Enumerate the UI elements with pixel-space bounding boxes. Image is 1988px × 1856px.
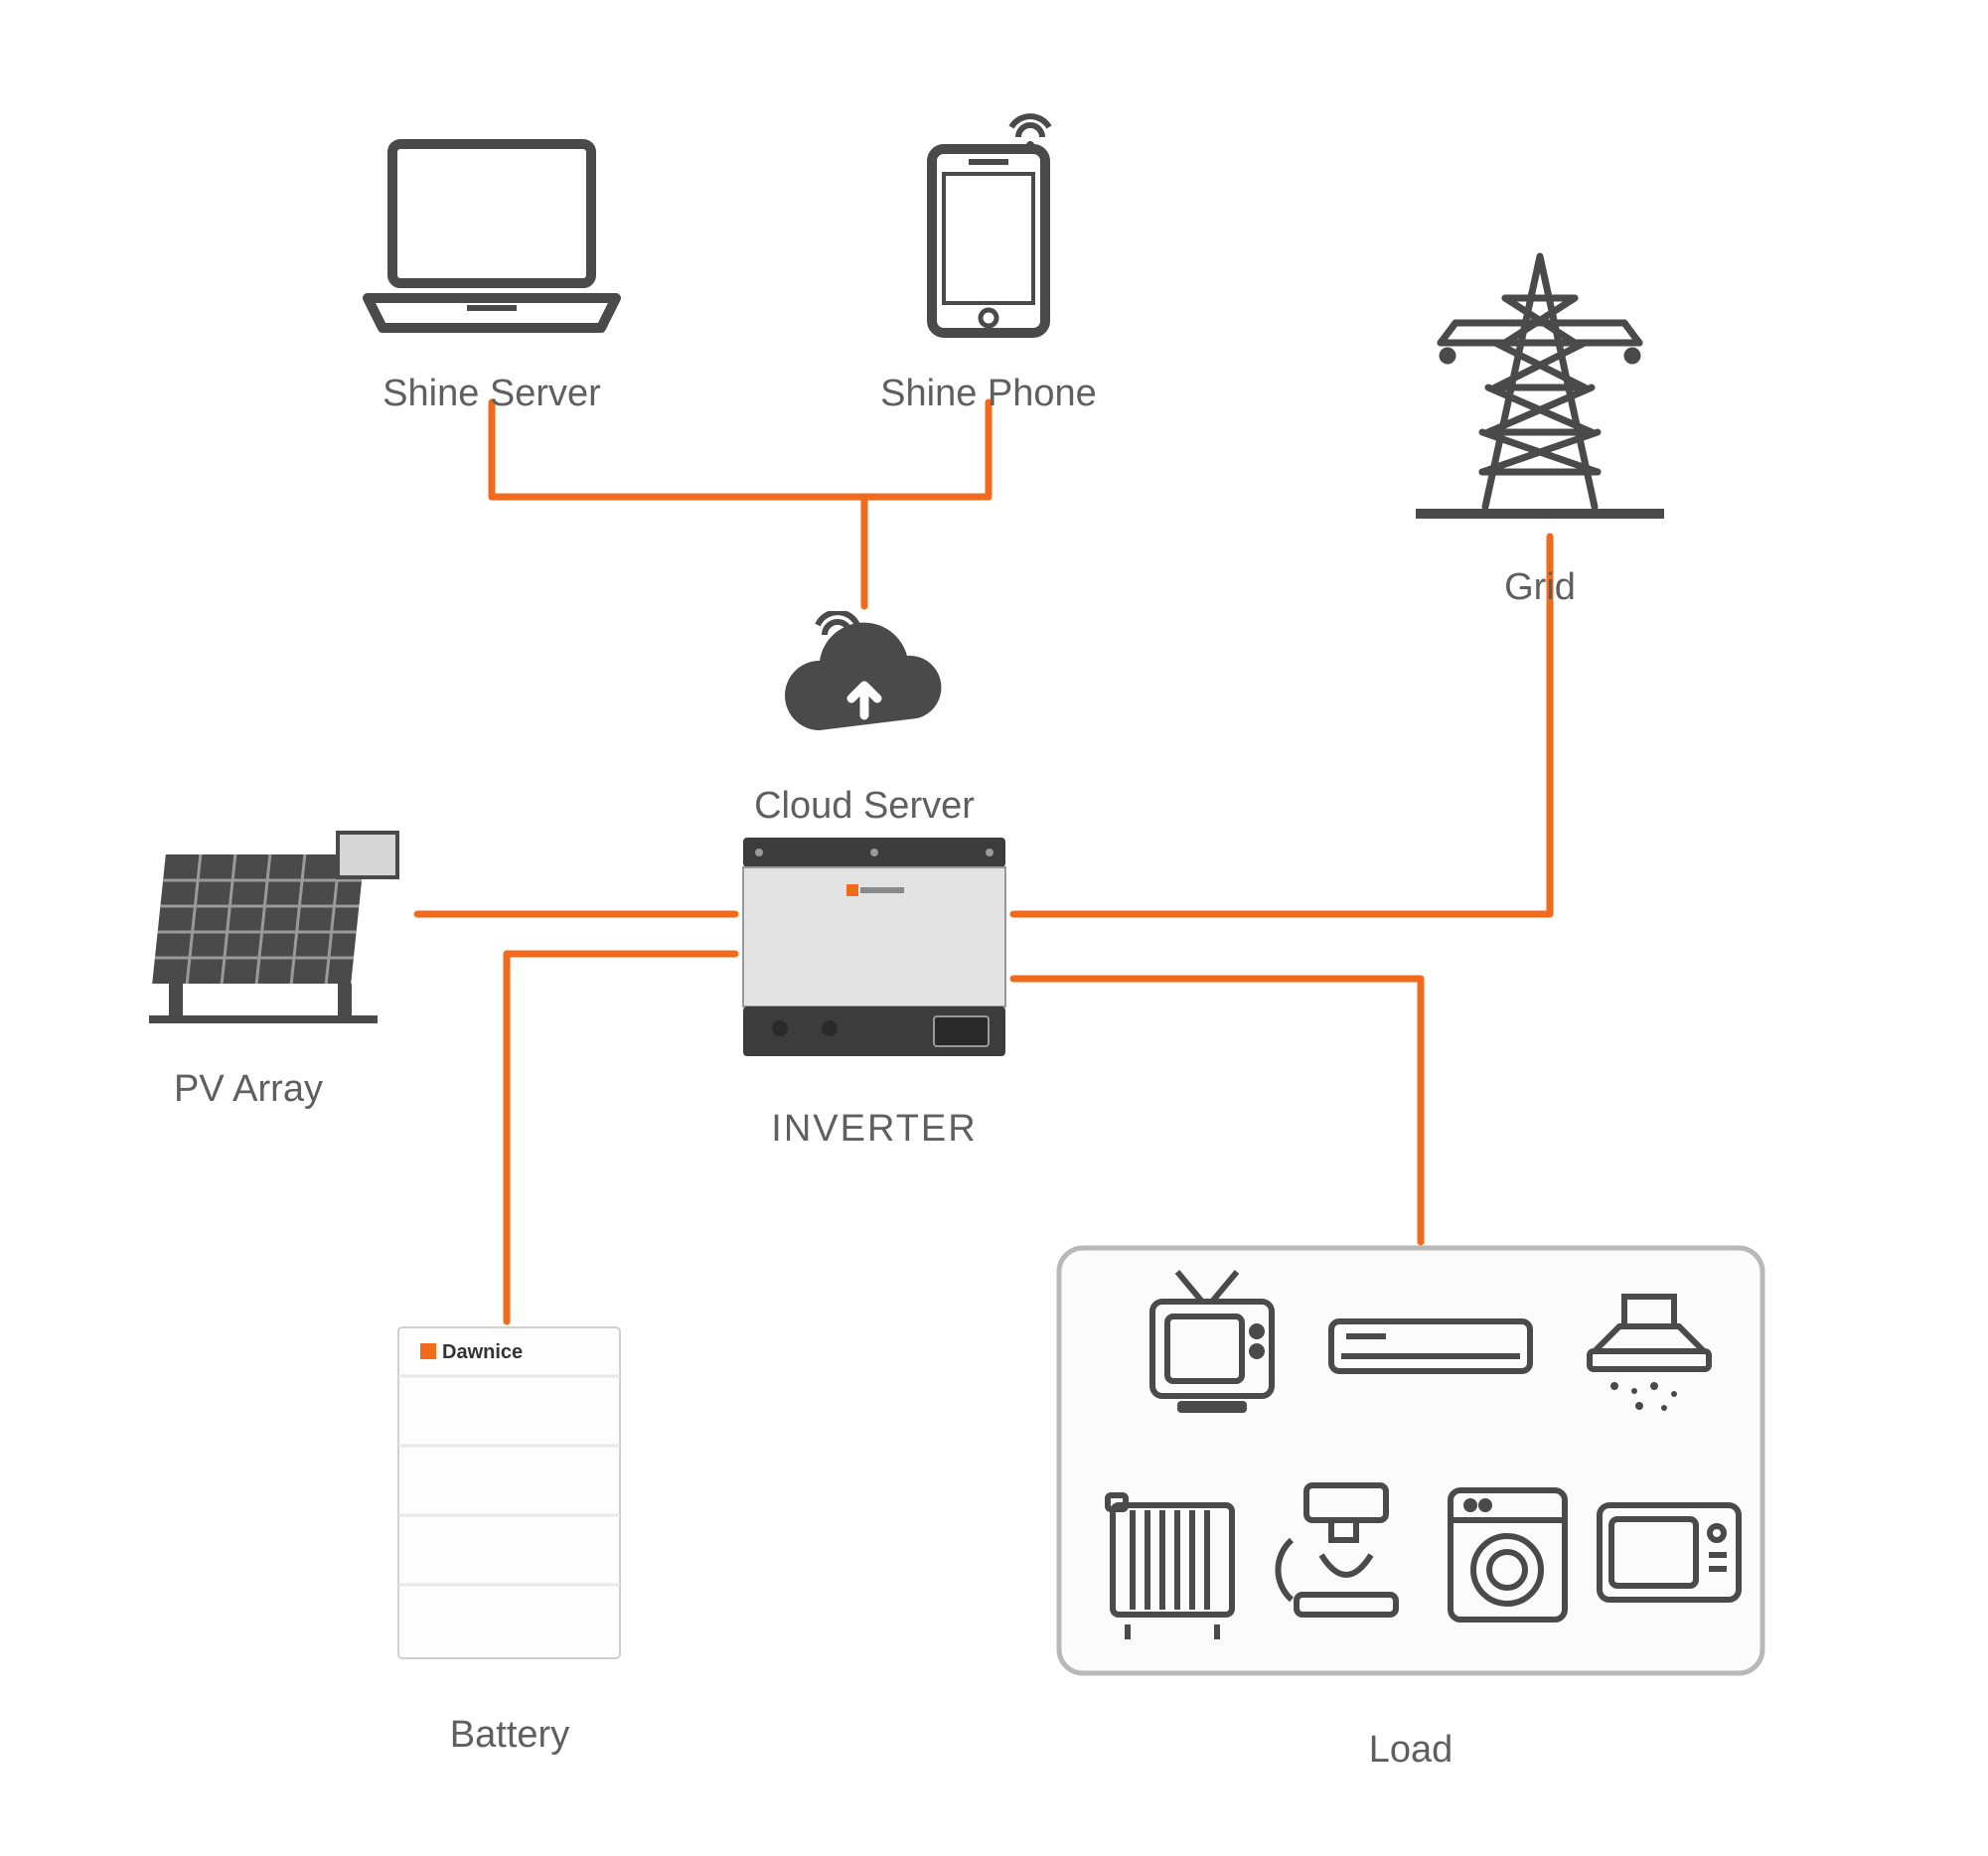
battery-icon <box>392 1321 626 1664</box>
grid-tower-icon <box>1386 248 1694 527</box>
load-label: Load <box>1369 1729 1453 1772</box>
laptop-icon <box>348 134 636 338</box>
phone-icon <box>904 109 1073 338</box>
pv-array-icon <box>129 825 417 1023</box>
shine-phone-label: Shine Phone <box>880 373 1097 415</box>
pv-array-node <box>129 825 417 1023</box>
load-node <box>1053 1242 1768 1679</box>
battery-brand: Dawnice <box>442 1341 523 1364</box>
grid-label: Grid <box>1504 566 1576 609</box>
cloud-server-label: Cloud Server <box>754 785 975 828</box>
battery-node: Dawnice <box>392 1321 626 1664</box>
system-diagram: Shine Server Shine Phone <box>0 0 1988 1856</box>
shine-server-node <box>348 134 636 338</box>
inverter-node <box>735 830 1013 1063</box>
grid-node <box>1386 248 1694 527</box>
inverter-icon <box>735 830 1013 1063</box>
shine-server-label: Shine Server <box>382 373 601 415</box>
load-box <box>1053 1242 1768 1679</box>
inverter-label: INVERTER <box>771 1108 977 1151</box>
shine-phone-node <box>904 109 1073 338</box>
cloud-server-node <box>770 611 959 750</box>
pv-array-label: PV Array <box>174 1068 323 1111</box>
cloud-icon <box>770 611 959 750</box>
battery-label: Battery <box>450 1714 569 1757</box>
